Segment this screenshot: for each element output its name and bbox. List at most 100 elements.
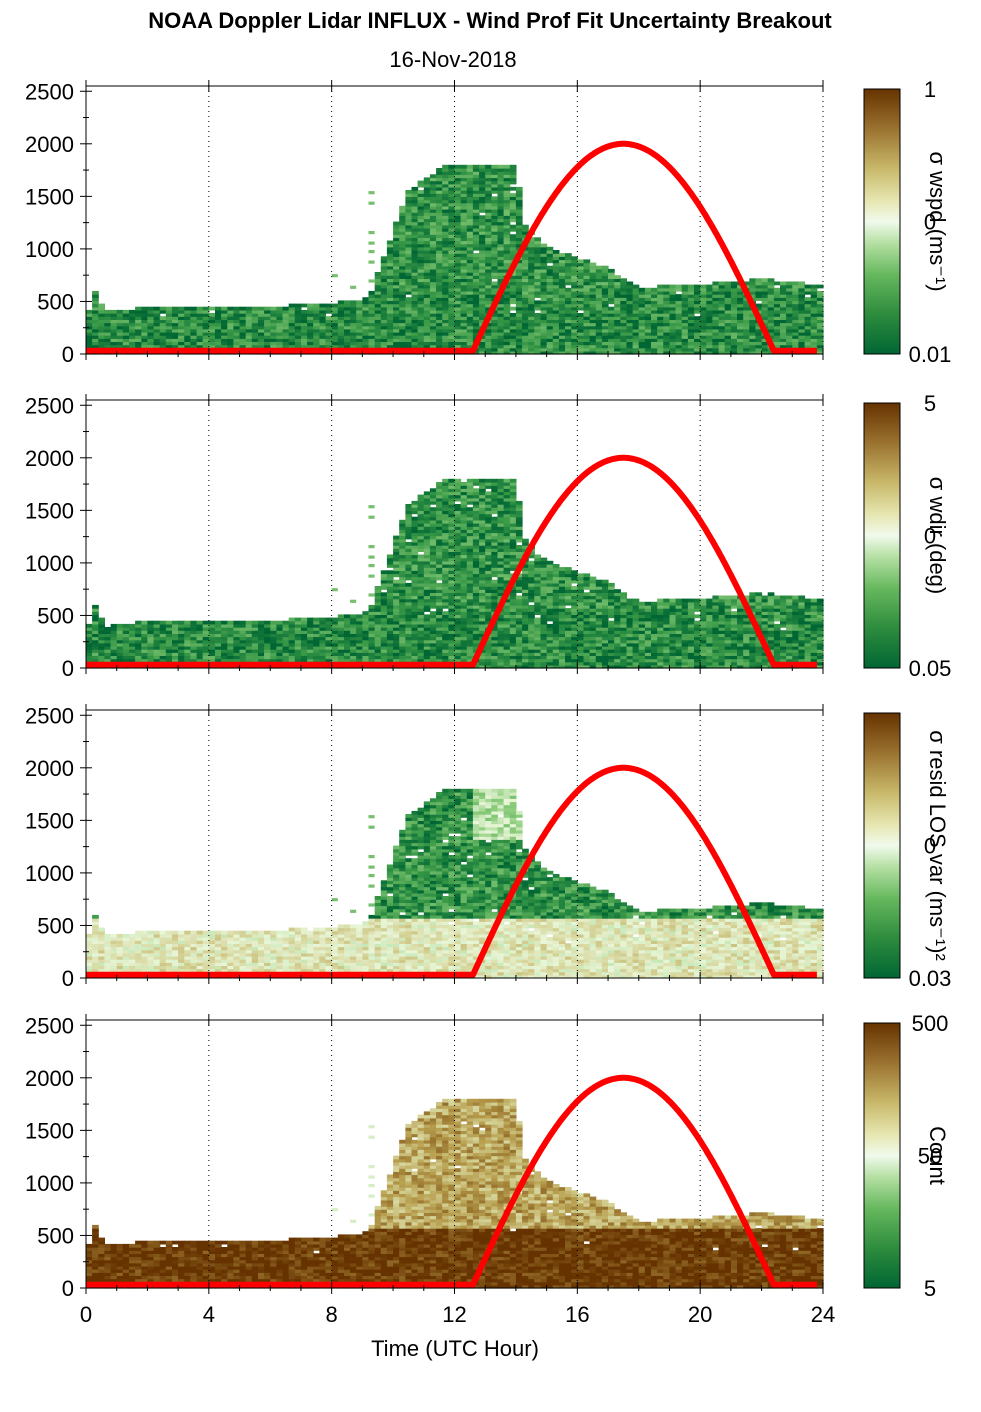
heatmap-cell — [436, 567, 443, 571]
heatmap-cell — [92, 652, 99, 656]
heatmap-cell — [608, 341, 615, 346]
heatmap-cell — [632, 303, 640, 308]
heatmap-cell — [368, 649, 376, 653]
heatmap-cell — [423, 262, 431, 267]
heatmap-cell — [663, 319, 670, 324]
heatmap-cell — [405, 297, 413, 301]
heatmap-cell — [804, 303, 812, 308]
heatmap-cell — [595, 347, 603, 352]
heatmap-cell — [141, 316, 148, 320]
heatmap-cell — [522, 234, 529, 238]
heatmap-cell — [497, 328, 505, 333]
heatmap-cell — [417, 523, 425, 527]
heatmap-cell — [104, 313, 112, 317]
heatmap-cell — [172, 620, 179, 625]
heatmap-cell — [558, 347, 566, 352]
heatmap-cell — [208, 645, 216, 650]
heatmap-cell — [331, 649, 339, 653]
heatmap-cell — [386, 639, 394, 644]
heatmap-cell — [350, 338, 357, 342]
heatmap-cell — [761, 287, 769, 292]
heatmap-cell — [718, 344, 726, 349]
heatmap-cell — [442, 576, 449, 581]
heatmap-cell — [429, 510, 437, 515]
heatmap-cell — [509, 272, 517, 276]
heatmap-cell — [399, 529, 406, 534]
heatmap-cell — [614, 325, 621, 330]
heatmap-cell — [724, 313, 732, 317]
heatmap-cell — [558, 275, 566, 279]
heatmap-cell — [411, 205, 419, 210]
heatmap-cell — [743, 319, 750, 324]
heatmap-cell — [258, 623, 265, 628]
heatmap-cell — [399, 272, 406, 276]
heatmap-cell — [429, 209, 437, 213]
heatmap-cell — [251, 627, 259, 631]
heatmap-cell — [276, 623, 284, 628]
heatmap-cell — [386, 608, 394, 612]
heatmap-cell — [386, 256, 394, 261]
heatmap-cell — [497, 253, 505, 257]
heatmap-cell — [583, 287, 591, 292]
heatmap-cell — [601, 331, 609, 336]
heatmap-cell — [540, 347, 548, 352]
heatmap-cells — [86, 164, 824, 355]
heatmap-cell — [122, 338, 130, 342]
heatmap-cell — [436, 316, 443, 320]
heatmap-cell — [460, 180, 468, 185]
heatmap-cell — [374, 328, 382, 333]
heatmap-cell — [344, 331, 351, 336]
heatmap-cell — [202, 319, 210, 324]
heatmap-cell — [442, 328, 449, 333]
heatmap-cell — [485, 306, 492, 311]
heatmap-cell — [190, 306, 198, 311]
heatmap-cell — [362, 633, 370, 638]
heatmap-cell — [687, 344, 695, 349]
heatmap-cell — [135, 325, 142, 330]
heatmap-cell — [681, 316, 689, 320]
heatmap-cell — [749, 290, 756, 295]
heatmap-cell — [534, 338, 541, 342]
heatmap-cell — [178, 344, 185, 349]
heatmap-cell — [442, 523, 449, 527]
heatmap-cell — [129, 316, 136, 320]
heatmap-cell — [626, 335, 634, 339]
heatmap-cell — [276, 627, 284, 631]
heatmap-cell — [503, 202, 511, 207]
heatmap-cell — [208, 344, 216, 349]
heatmap-cell — [460, 290, 468, 295]
heatmap-cell — [276, 335, 284, 339]
heatmap-cell — [245, 630, 253, 634]
heatmap-cell — [417, 529, 425, 534]
heatmap-cell — [86, 627, 93, 631]
heatmap-cell — [651, 297, 658, 301]
heatmap-cell — [423, 331, 431, 336]
heatmap-cell — [804, 319, 812, 324]
heatmap-cell — [442, 256, 449, 261]
heatmap-cell — [337, 331, 345, 336]
heatmap-cell — [497, 268, 505, 273]
heatmap-cell — [460, 186, 468, 191]
chart-title: NOAA Doppler Lidar INFLUX - Wind Prof Fi… — [148, 8, 832, 33]
heatmap-cell — [393, 281, 400, 286]
heatmap-cell — [792, 313, 799, 317]
heatmap-cell — [724, 294, 732, 298]
heatmap-cell — [386, 268, 394, 273]
heatmap-cell — [608, 294, 615, 298]
heatmap-cell — [393, 611, 400, 615]
heatmap-cell — [411, 652, 419, 656]
heatmap-cell — [282, 341, 290, 346]
heatmap-cell — [423, 190, 431, 194]
heatmap-cell — [522, 319, 529, 324]
heatmap-cell — [110, 341, 118, 346]
heatmap-cell — [577, 287, 584, 292]
heatmap-cell — [202, 313, 210, 317]
heatmap-cell — [454, 338, 462, 342]
heatmap-cell — [810, 341, 818, 346]
heatmap-cell — [221, 325, 228, 330]
heatmap-cell — [565, 325, 572, 330]
heatmap-cell — [178, 649, 185, 653]
heatmap-cell — [767, 297, 775, 301]
heatmap-cell — [110, 655, 118, 660]
heatmap-cell — [429, 639, 437, 644]
